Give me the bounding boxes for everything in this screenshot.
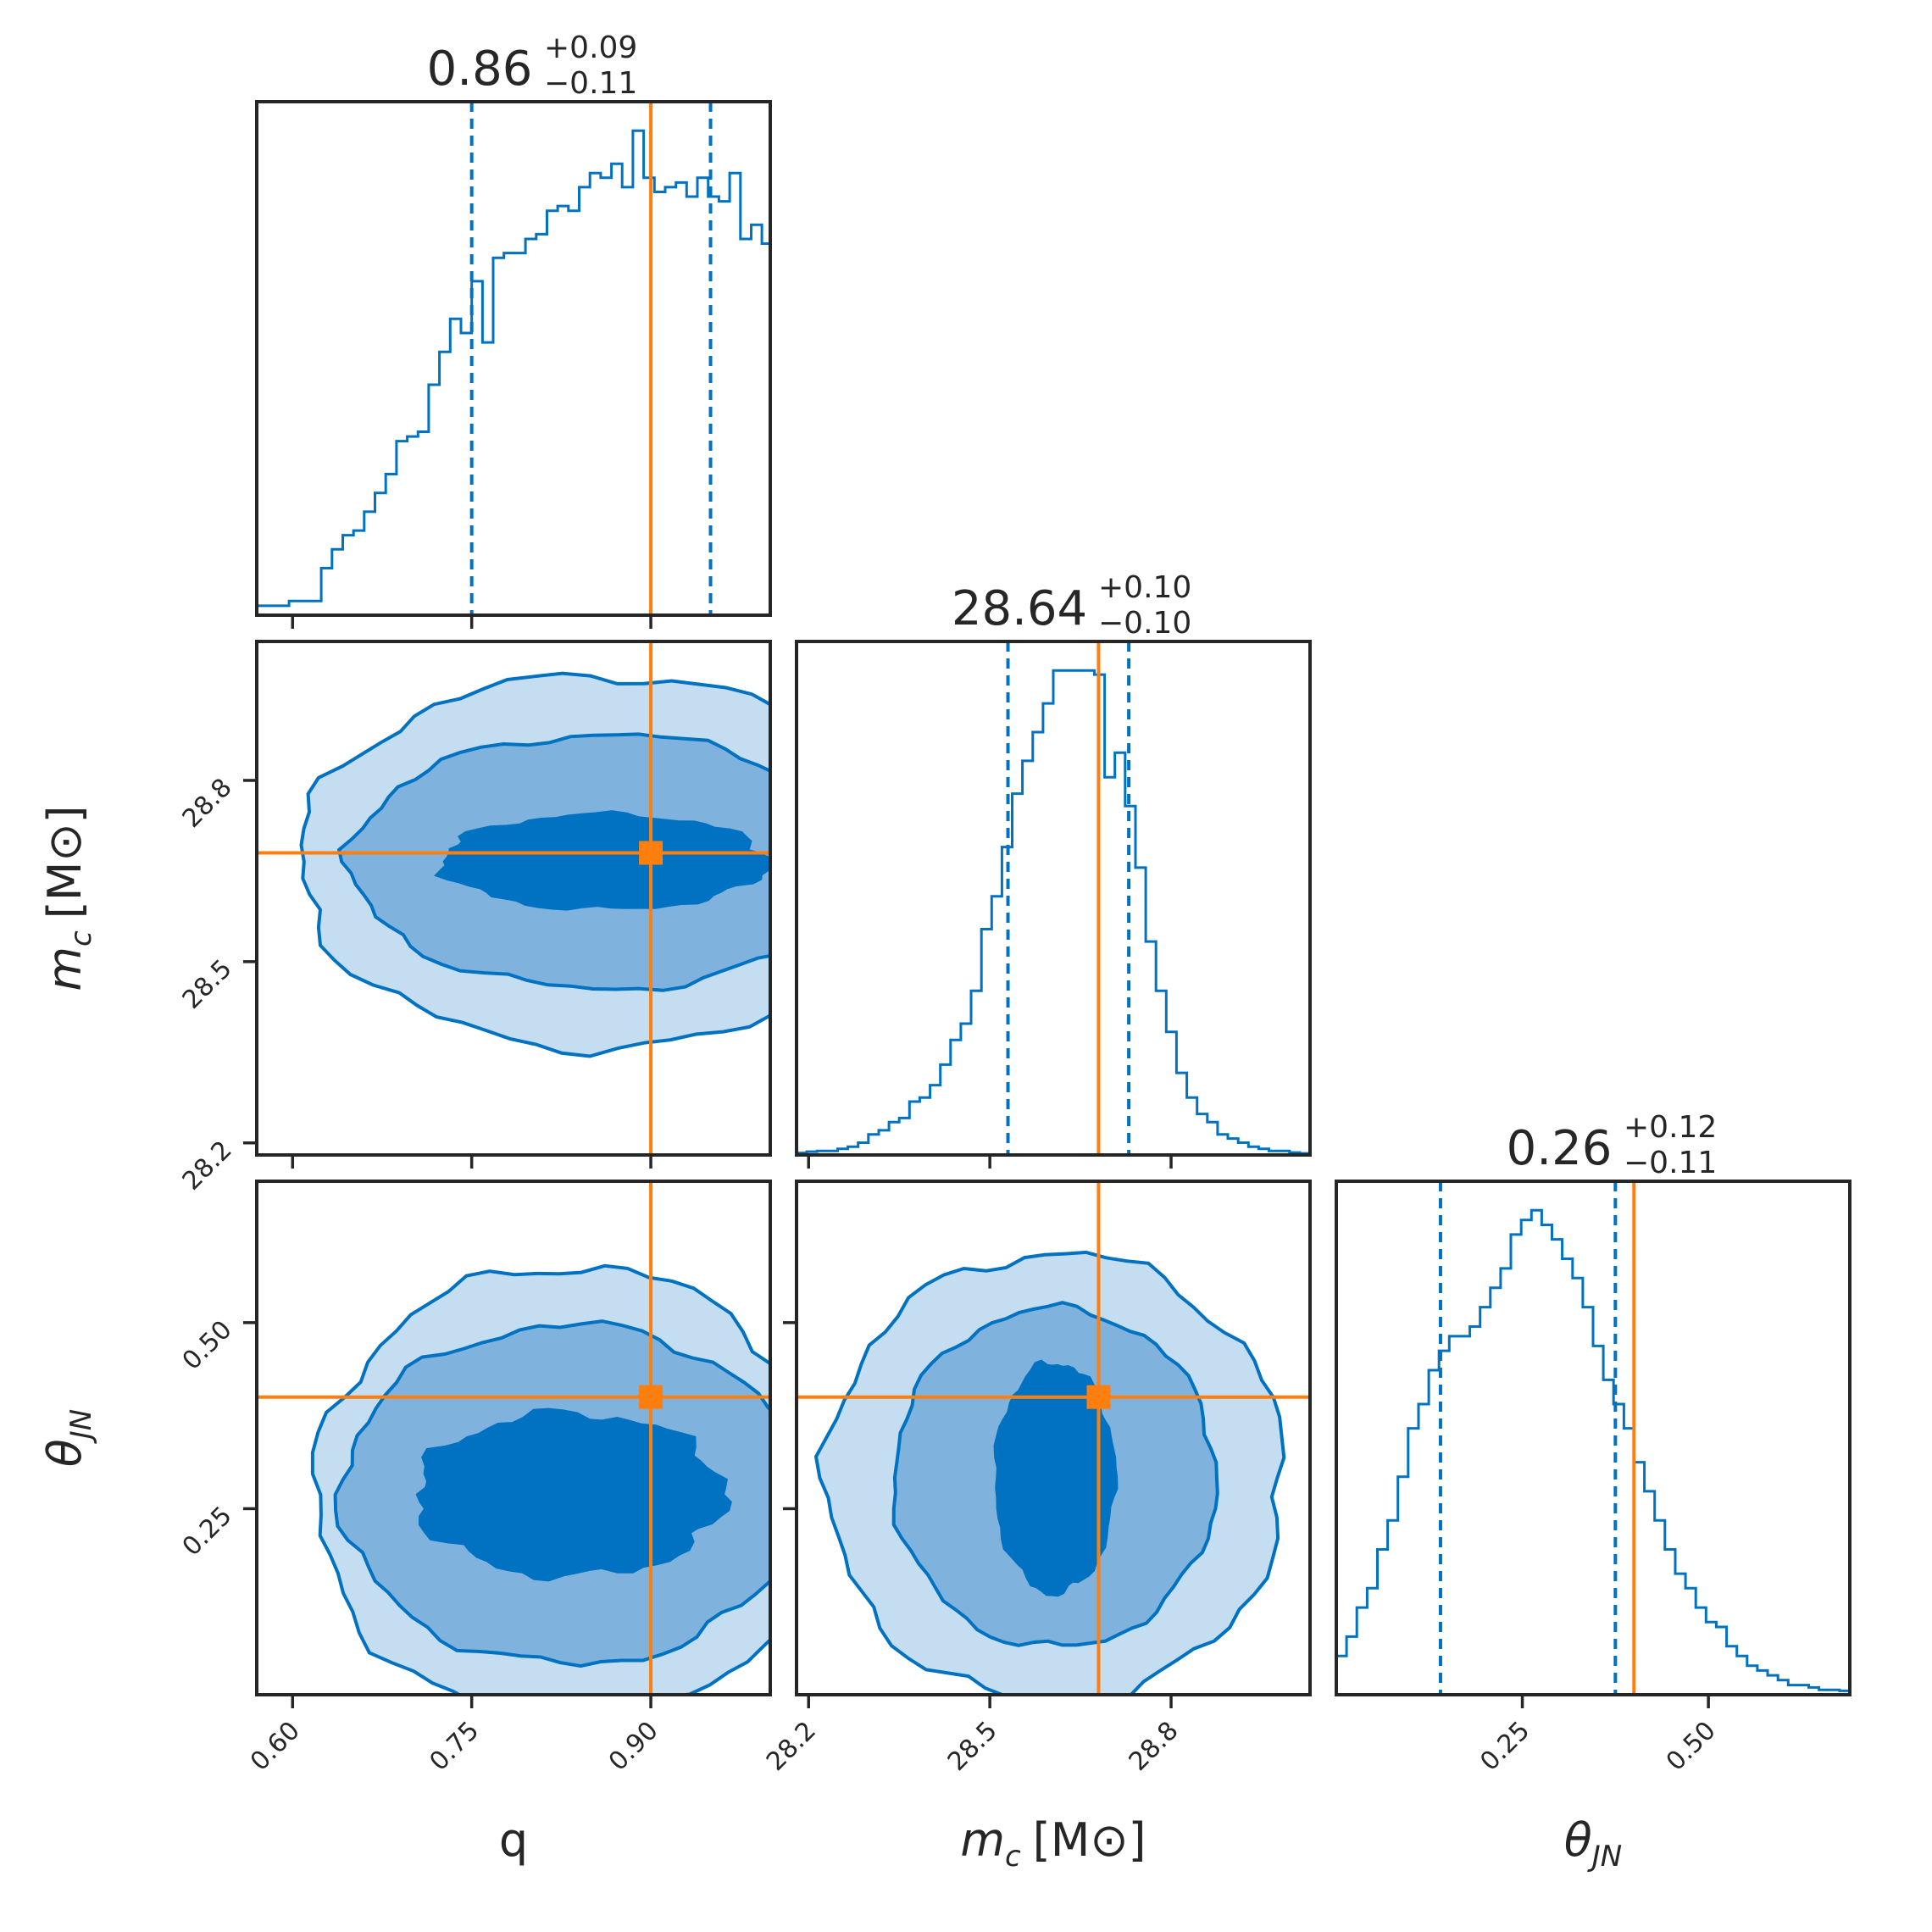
panel-title-plus: +0.12 xyxy=(1624,1110,1717,1145)
histogram-step xyxy=(255,129,770,615)
x-tick-label: 28.8 xyxy=(1124,1716,1185,1777)
panel-title-plus: +0.09 xyxy=(544,31,637,65)
panel-frame xyxy=(795,640,1312,1157)
panel-title-value: 28.64 xyxy=(952,581,1087,636)
panel-frame xyxy=(795,1180,1312,1696)
panel-frame xyxy=(255,1180,772,1696)
y-tick-label: 0.50 xyxy=(177,1315,238,1376)
panel-frame xyxy=(255,640,772,1157)
hist-panel-theta_jn: 0.26 +0.12−0.11 xyxy=(1335,1110,1852,1708)
contour-level-3 xyxy=(434,810,770,911)
x-tick-label: 0.90 xyxy=(603,1716,664,1777)
panel-title-minus: −0.10 xyxy=(1098,606,1191,641)
x-axis-label-q: q xyxy=(499,1813,528,1867)
histogram-step xyxy=(795,669,1310,1155)
histogram-step xyxy=(1335,1208,1850,1695)
x-tick-label: 0.25 xyxy=(1474,1716,1535,1777)
panel-theta_jn-vs-mc xyxy=(783,1180,1312,1708)
x-tick-label: 0.75 xyxy=(424,1716,485,1777)
panel-mc-vs-q: 28.2 28.5 28.8 xyxy=(177,640,772,1196)
panel-title-value: 0.86 xyxy=(427,42,533,97)
panel-title-minus: −0.11 xyxy=(544,66,637,101)
truth-marker xyxy=(639,841,663,865)
x-tick-label: 0.50 xyxy=(1661,1716,1722,1777)
y-axis-label-theta_jn: θJN xyxy=(38,1409,98,1468)
panel-theta_jn-vs-q: 0.25 0.50 xyxy=(177,1180,772,1708)
truth-marker xyxy=(639,1385,663,1409)
panel-frame xyxy=(1335,1180,1852,1696)
panel-title-value: 0.26 xyxy=(1507,1121,1613,1176)
panel-title-minus: −0.11 xyxy=(1624,1146,1717,1180)
hist-panel-mc: 28.64 +0.10−0.10 xyxy=(795,570,1312,1169)
x-axis-label-theta_jn: θJN xyxy=(1564,1813,1623,1874)
truth-marker xyxy=(1086,1385,1111,1409)
x-tick-label: 28.2 xyxy=(761,1716,822,1777)
panel-frame xyxy=(255,100,772,617)
hist-panel-q: 0.86 +0.09−0.11 xyxy=(255,31,772,629)
y-tick-label: 0.25 xyxy=(177,1501,238,1562)
x-axis-label-mc: mc [M⊙] xyxy=(960,1813,1146,1874)
y-tick-label: 28.2 xyxy=(177,1135,238,1196)
y-axis-label-mc: mc[M⊙] xyxy=(38,805,98,991)
contour-level-3 xyxy=(993,1359,1119,1597)
x-tick-label: 28.5 xyxy=(942,1716,1003,1777)
y-tick-label: 28.5 xyxy=(177,954,238,1015)
x-tick-label: 0.60 xyxy=(245,1716,306,1777)
y-tick-label: 28.8 xyxy=(177,773,238,834)
panel-title-plus: +0.10 xyxy=(1098,570,1191,605)
